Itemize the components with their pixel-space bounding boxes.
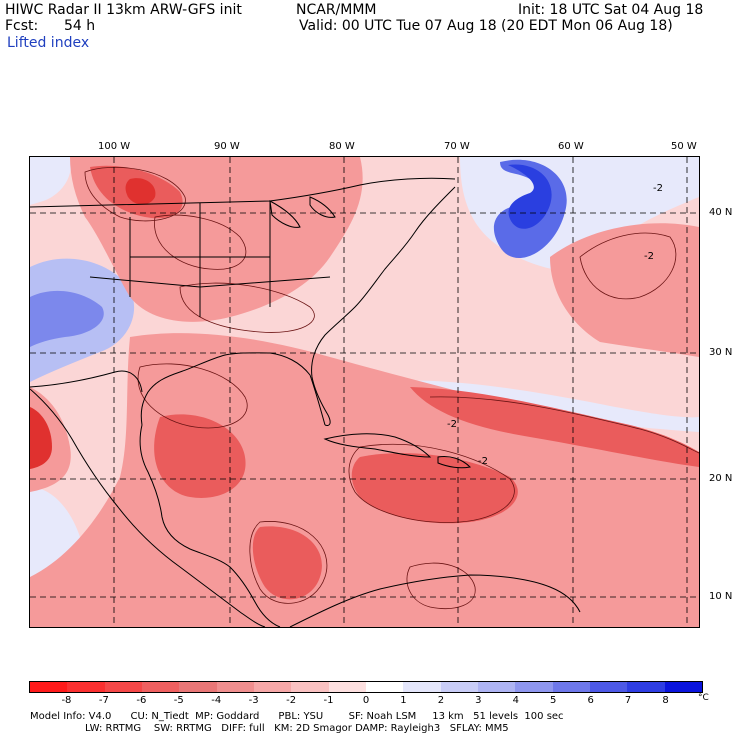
colorbar-tick-label: -1	[323, 695, 334, 706]
lon-label-60w: 60 W	[558, 141, 584, 152]
lat-label-20n: 20 N	[709, 473, 733, 484]
organization: NCAR/MMM	[296, 2, 377, 18]
lat-lon-grid	[30, 157, 699, 627]
colorbar-cell	[552, 682, 590, 692]
colorbar-cell	[30, 682, 68, 692]
contour-label-east-atlantic: -2	[653, 183, 663, 194]
lon-label-100w: 100 W	[98, 141, 131, 152]
us-mexico-border	[30, 370, 143, 393]
colorbar-tick-label: 1	[400, 695, 407, 706]
colorbar-unit: °C	[698, 693, 709, 703]
colorbar-tick-label: 3	[475, 695, 482, 706]
us-gulf-coast	[140, 352, 326, 426]
colorbar-cell	[440, 682, 478, 692]
lat-label-30n: 30 N	[709, 347, 733, 358]
south-america-coast	[289, 574, 581, 627]
colorbar-cell	[328, 682, 366, 692]
forecast-label: Fcst:	[5, 18, 39, 34]
great-lakes	[269, 196, 336, 228]
lon-label-50w: 50 W	[671, 141, 697, 152]
colorbar-cell	[589, 682, 628, 692]
colorbar	[29, 681, 703, 693]
colorbar-cell	[365, 682, 404, 692]
map-canvas: -2 -2 -2 -2	[30, 157, 699, 627]
lon-label-80w: 80 W	[329, 141, 355, 152]
colorbar-tick-label: -7	[98, 695, 109, 706]
coastlines-borders	[30, 177, 581, 627]
contour-label-caribbean-south: -2	[478, 456, 488, 467]
field-name: Lifted index	[7, 35, 90, 51]
forecast-hour: 54 h	[64, 18, 96, 34]
unstable-extreme-plains	[125, 178, 156, 205]
colorbar-cell	[627, 682, 665, 692]
mexico-coast	[139, 424, 281, 627]
colorbar-cell	[291, 682, 329, 692]
valid-time: Valid: 00 UTC Tue 07 Aug 18 (20 EDT Mon …	[299, 18, 673, 34]
colorbar-cell	[664, 682, 702, 692]
colorbar-cell	[477, 682, 516, 692]
colorbar-tick-label: 0	[362, 695, 370, 706]
model-title: HIWC Radar II 13km ARW-GFS init	[5, 2, 242, 18]
colorbar-tick-label: -6	[136, 695, 147, 706]
colorbar-tick-label: 5	[550, 695, 557, 706]
lat-label-10n: 10 N	[709, 591, 733, 602]
contour-label-central-atlantic: -2	[644, 251, 654, 262]
state-borders-central	[89, 201, 331, 317]
colorbar-tick-label: -2	[286, 695, 297, 706]
contour-lines	[84, 166, 699, 609]
unstable-region-atlantic-northeast	[550, 223, 699, 357]
lon-label-90w: 90 W	[214, 141, 240, 152]
cuba	[323, 433, 432, 458]
colorbar-tick-label: 2	[437, 695, 445, 706]
model-info-line1: Model Info: V4.0 CU: N_Tiedt MP: Goddard…	[30, 711, 564, 722]
hispaniola	[437, 456, 472, 469]
colorbar-cell	[216, 682, 254, 692]
colorbar-tick-label: -8	[61, 695, 72, 706]
colorbar-tick-label: 4	[512, 695, 519, 706]
colorbar-tick-label: -3	[248, 695, 259, 706]
colorbar-cell	[67, 682, 105, 692]
lat-label-40n: 40 N	[709, 207, 733, 218]
colorbar-cell	[141, 682, 180, 692]
colorbar-tick-label: 6	[587, 695, 594, 706]
colorbar-tick-label: -5	[173, 695, 184, 706]
colorbar-tick-label: 7	[624, 695, 632, 706]
init-time: Init: 18 UTC Sat 04 Aug 18	[518, 2, 704, 18]
us-east-coast	[311, 186, 456, 426]
unstable-core-central-america	[252, 526, 322, 600]
colorbar-cell	[253, 682, 292, 692]
unstable-core-caribbean	[351, 453, 518, 524]
lifted-index-map: -2 -2 -2 -2	[29, 156, 700, 628]
stable-core-southwest-us	[30, 290, 104, 347]
unstable-core-pacific	[30, 407, 52, 469]
stable-region-northwest	[30, 157, 71, 205]
lon-label-70w: 70 W	[444, 141, 470, 152]
colorbar-cell	[104, 682, 142, 692]
colorbar-cell	[515, 682, 553, 692]
colorbar-tick-label: -4	[211, 695, 222, 706]
model-info-line2: LW: RRTMG SW: RRTMG DIFF: full KM: 2D Sm…	[85, 723, 509, 734]
us-canada-border	[30, 177, 456, 208]
unstable-band-atlantic	[410, 387, 699, 467]
colorbar-tick-label: 8	[662, 695, 669, 706]
colorbar-cell	[179, 682, 217, 692]
unstable-core-mexico	[154, 414, 246, 498]
colorbar-cell	[403, 682, 441, 692]
contour-label-caribbean-north: -2	[447, 419, 457, 430]
pacific-coast	[30, 388, 266, 627]
